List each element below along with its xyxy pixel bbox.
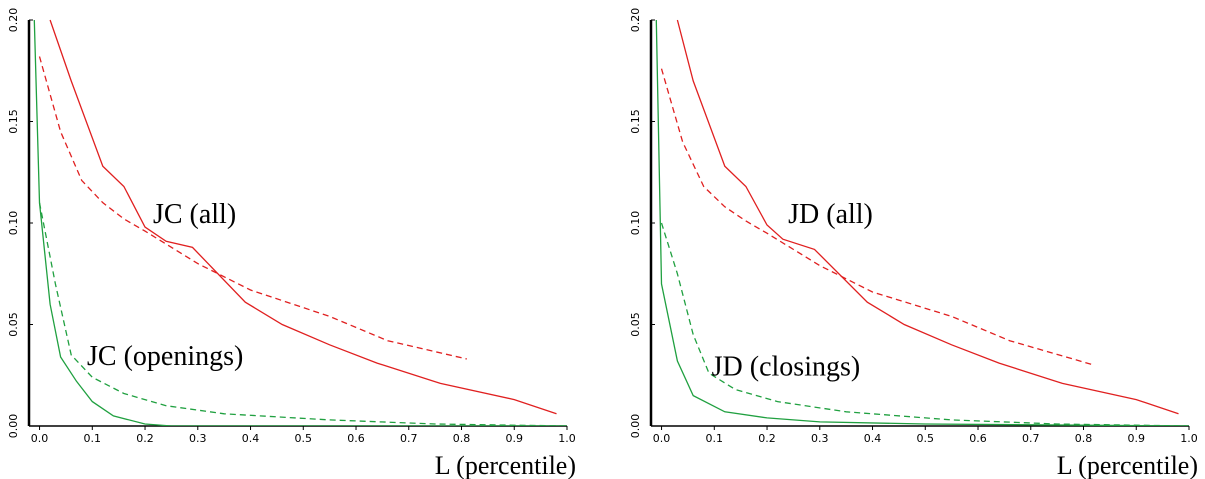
annotation-label: JD (closings): [712, 351, 861, 382]
y-tick-label: 0.15: [7, 109, 20, 134]
y-tick-label: 0.10: [7, 211, 20, 236]
x-axis-label: L (percentile): [435, 451, 576, 479]
x-tick-label: 0.6: [969, 432, 987, 445]
x-tick-label: 0.2: [758, 432, 776, 445]
y-tick-label: 0.20: [7, 8, 20, 33]
x-tick-label: 0.5: [917, 432, 935, 445]
x-tick-label: 0.3: [811, 432, 829, 445]
x-tick-label: 0.8: [1075, 432, 1093, 445]
y-tick-label: 0.15: [629, 109, 642, 134]
x-tick-label: 1.0: [1180, 432, 1198, 445]
x-tick-label: 0.3: [189, 432, 207, 445]
y-tick-label: 0.00: [7, 414, 20, 439]
x-tick-label: 0.1: [84, 432, 102, 445]
annotation-label: JC (all): [153, 199, 236, 230]
series-line-3-solid: [33, 19, 567, 426]
series-line-3-solid: [655, 19, 1189, 426]
y-tick-label: 0.00: [629, 414, 642, 439]
chart-panel-1: 0.00 0.05 0.10 0.15 0.20 0.0 0.1 0.2 0.3 0.4 0.5 0.…: [7, 8, 576, 479]
x-tick-label: 0.4: [242, 432, 260, 445]
x-axis-label: L (percentile): [1057, 451, 1198, 479]
x-tick-label: 0.0: [31, 432, 49, 445]
x-tick-label: 0.0: [653, 432, 671, 445]
x-tick-label: 0.2: [136, 432, 154, 445]
x-tick-label: 0.6: [347, 432, 365, 445]
y-tick-label: 0.05: [7, 312, 20, 337]
x-tick-label: 0.9: [506, 432, 524, 445]
x-tick-label: 0.7: [1022, 432, 1040, 445]
y-tick-label: 0.10: [629, 211, 642, 236]
x-tick-label: 1.0: [558, 432, 576, 445]
series-line-4-dashed: [660, 222, 1189, 426]
series-line-2-dashed: [38, 56, 467, 360]
series-line-1-solid: [49, 19, 557, 415]
x-tick-label: 0.7: [400, 432, 418, 445]
x-tick-label: 0.9: [1128, 432, 1146, 445]
x-tick-label: 0.4: [864, 432, 882, 445]
annotation-label: JD (all): [788, 199, 873, 230]
chart-panel-2: 0.00 0.05 0.10 0.15 0.20 0.0 0.1 0.2 0.3 0.4 0.5 0.…: [629, 8, 1198, 479]
x-tick-label: 0.5: [295, 432, 313, 445]
y-tick-label: 0.05: [629, 312, 642, 337]
annotation-label: JC (openings): [87, 341, 243, 372]
series-line-2-dashed: [660, 68, 1095, 366]
y-tick-label: 0.20: [629, 8, 642, 33]
series-line-4-dashed: [38, 202, 567, 426]
x-tick-label: 0.8: [453, 432, 471, 445]
series-line-1-solid: [676, 19, 1179, 415]
x-tick-label: 0.1: [706, 432, 724, 445]
